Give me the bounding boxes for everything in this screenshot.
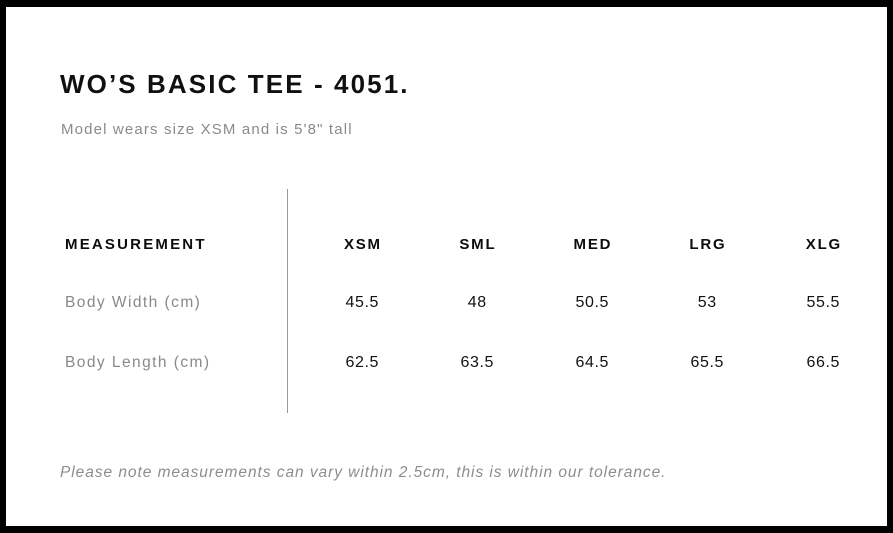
cell-body-length-xsm: 62.5 <box>345 354 380 371</box>
tolerance-note: Please note measurements can vary within… <box>60 464 667 481</box>
cell-body-width-med: 50.5 <box>575 294 610 311</box>
column-header-xsm: XSM <box>343 236 382 253</box>
model-size-note: Model wears size XSM and is 5'8" tall <box>61 121 353 138</box>
cell-body-length-lrg: 65.5 <box>690 354 725 371</box>
table-row: Body Width (cm) 45.5 48 50.5 53 55.5 <box>6 290 887 316</box>
table-vertical-divider <box>287 189 288 413</box>
cell-body-width-xsm: 45.5 <box>345 294 380 311</box>
table-header-row: MEASUREMENT XSM SML MED LRG XLG <box>6 232 887 258</box>
cell-body-length-xlg: 66.5 <box>806 354 841 371</box>
column-header-xlg: XLG <box>805 236 843 253</box>
column-header-measurement: MEASUREMENT <box>65 236 207 253</box>
table-row: Body Length (cm) 62.5 63.5 64.5 65.5 66.… <box>6 350 887 376</box>
cell-body-width-sml: 48 <box>467 294 487 311</box>
row-label-body-width: Body Width (cm) <box>65 294 202 311</box>
column-header-lrg: LRG <box>689 236 727 253</box>
size-chart-content: WO’S BASIC TEE - 4051. Model wears size … <box>6 7 887 526</box>
row-label-body-length: Body Length (cm) <box>65 354 211 371</box>
cell-body-width-lrg: 53 <box>697 294 717 311</box>
column-header-med: MED <box>573 236 613 253</box>
cell-body-length-med: 64.5 <box>575 354 610 371</box>
column-header-sml: SML <box>459 236 497 253</box>
cell-body-width-xlg: 55.5 <box>806 294 841 311</box>
page-title: WO’S BASIC TEE - 4051. <box>60 69 410 99</box>
cell-body-length-sml: 63.5 <box>460 354 495 371</box>
